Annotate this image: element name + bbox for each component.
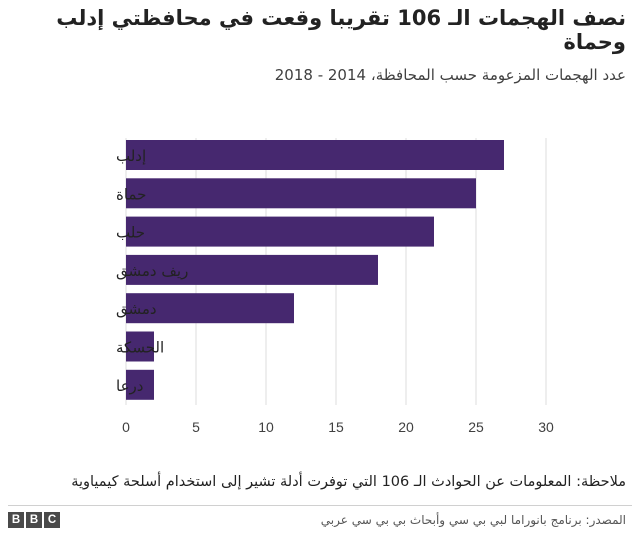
- category-label: حماة: [116, 185, 146, 203]
- footnote: ملاحظة: المعلومات عن الحوادث الـ 106 الت…: [71, 474, 626, 490]
- bar-2: [126, 216, 434, 247]
- bar-4: [126, 293, 294, 324]
- x-tick-label: 20: [398, 419, 414, 435]
- category-label: ريف دمشق: [116, 262, 188, 280]
- bar-1: [126, 178, 476, 209]
- category-label: حلب: [116, 224, 145, 242]
- x-tick-label: 15: [328, 419, 344, 435]
- bbc-logo: B B C: [8, 512, 60, 528]
- category-label: دمشق: [116, 300, 157, 318]
- bar-3: [126, 254, 378, 285]
- x-tick-label: 30: [538, 419, 554, 435]
- x-tick-label: 25: [468, 419, 484, 435]
- bar-5: [126, 331, 154, 362]
- x-tick-label: 5: [192, 419, 200, 435]
- x-tick-label: 10: [258, 419, 274, 435]
- category-label: إدلب: [116, 147, 146, 165]
- logo-letter-b2: B: [26, 512, 42, 528]
- chart-subtitle: عدد الهجمات المزعومة حسب المحافظة، 2014 …: [274, 66, 626, 84]
- bar-chart: 0 5 10 15 20 25 30 إدلب حماة حلب ريف دمشق دمشق الحسك…: [116, 138, 554, 435]
- chart-title: نصف الهجمات الـ 106 تقريبا وقعت في محافظ…: [56, 6, 626, 54]
- category-label: درعا: [116, 377, 143, 395]
- logo-letter-b1: B: [8, 512, 24, 528]
- source-credit: المصدر: برنامج بانوراما لبي بي سي وأبحاث…: [320, 513, 626, 527]
- bar-0: [126, 140, 504, 170]
- bar-6: [126, 369, 154, 400]
- x-tick-label: 0: [122, 419, 130, 435]
- footer-divider: [8, 505, 632, 506]
- category-label: الحسكة: [116, 339, 164, 357]
- logo-letter-c: C: [44, 512, 60, 528]
